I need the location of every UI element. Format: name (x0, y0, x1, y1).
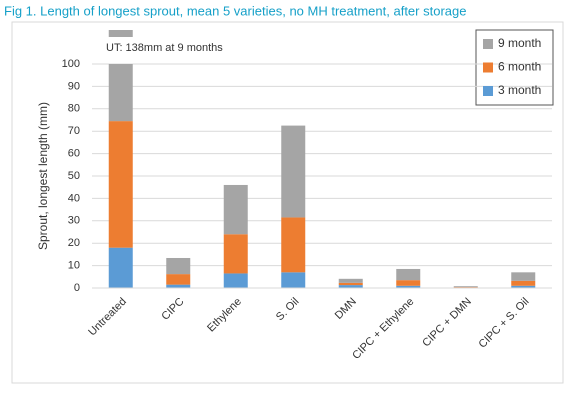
bar-segment (108, 247, 133, 288)
x-tick-label: DMN (333, 296, 359, 322)
bar-segment (453, 286, 478, 288)
y-tick-label: 90 (68, 80, 80, 92)
x-tick-label: Ethylene (205, 296, 244, 335)
legend-swatch (483, 39, 493, 49)
y-tick-label: 60 (68, 148, 80, 160)
legend-label: 3 month (498, 83, 541, 97)
y-tick-label: 0 (74, 282, 80, 294)
bar-segment (108, 64, 133, 122)
y-tick-label: 100 (62, 58, 80, 70)
y-axis-label: Sprout, longest length (mm) (36, 102, 50, 250)
x-tick-label: S. Oil (274, 296, 302, 324)
x-tick-label: CIPC + S. Oil (476, 296, 531, 351)
bar-segment (281, 125, 306, 218)
bar-segment (396, 285, 421, 288)
bar-segment (166, 274, 191, 285)
bar-segment (223, 273, 248, 288)
bar-segment (166, 284, 191, 288)
x-tick-label: CIPC + Ethylene (350, 296, 416, 362)
bar-segment (511, 272, 536, 281)
y-tick-label: 10 (68, 260, 80, 272)
y-tick-label: 50 (68, 170, 80, 182)
chart-title: Fig 1. Length of longest sprout, mean 5 … (4, 3, 466, 18)
chart-border (11, 21, 564, 384)
bar-segment (108, 121, 133, 248)
y-tick-label: 30 (68, 215, 80, 227)
bar-segment (511, 280, 536, 286)
bar-segment (511, 285, 536, 288)
bar-segment (396, 268, 421, 281)
bar-segment (338, 278, 363, 283)
bar-segment (396, 280, 421, 286)
y-tick-label: 20 (68, 237, 80, 249)
y-tick-label: 40 (68, 192, 80, 204)
legend-swatch (483, 86, 493, 96)
x-tick-label: CIPC (159, 296, 186, 323)
bars (108, 64, 536, 288)
bar-segment (338, 285, 363, 288)
annotation: UT: 138mm at 9 months (106, 42, 223, 54)
bar-segment (166, 257, 191, 275)
axis-break (108, 30, 133, 37)
legend-swatch (483, 62, 493, 73)
bar-segment (281, 217, 306, 273)
x-tick-label: CIPC + DMN (420, 296, 474, 350)
bar-segment (338, 282, 363, 286)
x-tick-label: Untreated (86, 296, 129, 339)
bar-segment (281, 272, 306, 288)
y-tick-label: 70 (68, 125, 80, 137)
bar-segment (223, 184, 248, 235)
legend-label: 6 month (498, 60, 541, 74)
y-tick-label: 80 (68, 103, 80, 115)
bar-segment (223, 234, 248, 274)
legend-label: 9 month (498, 36, 541, 50)
